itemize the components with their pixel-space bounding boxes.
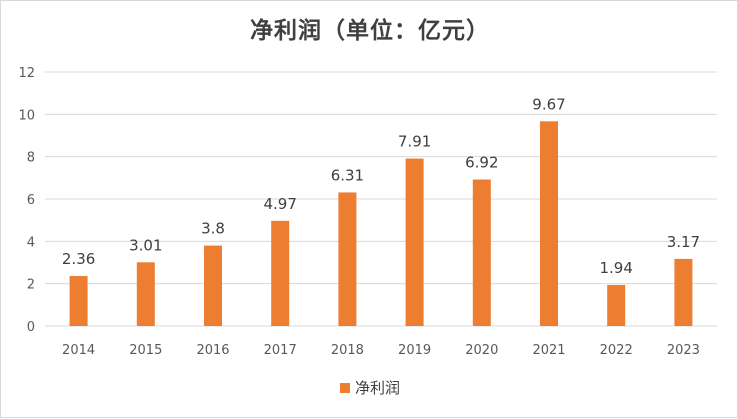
grid-lines [45, 71, 717, 327]
data-label-2022: 1.94 [599, 259, 632, 277]
x-tick-label-2019: 2019 [398, 343, 431, 358]
data-label-2020: 6.92 [465, 154, 498, 172]
legend-swatch [339, 382, 350, 393]
y-tick-label: 6 [27, 193, 35, 208]
y-tick-label: 4 [27, 235, 35, 250]
data-label-2014: 2.36 [62, 250, 95, 268]
y-tick-label: 0 [27, 320, 35, 335]
data-labels: 2.36 3.01 3.8 4.97 6.31 7.91 6.92 9.67 1.94 3.17 [62, 95, 700, 277]
y-tick-label: 8 [27, 151, 35, 166]
data-label-2019: 7.91 [398, 133, 431, 151]
x-tick-label-2014: 2014 [62, 343, 95, 358]
x-axis-ticks: 2014 2015 2016 2017 2018 2019 2020 2021 2022 2023 [62, 343, 700, 358]
chart-title: 净利润（单位：亿元） [250, 18, 490, 44]
data-label-2016: 3.8 [201, 220, 225, 238]
bar-2017 [271, 220, 290, 326]
x-tick-label-2020: 2020 [465, 343, 498, 358]
bar-2021 [540, 121, 558, 327]
bar-2023 [674, 258, 693, 326]
bar-2018 [338, 192, 357, 326]
legend-label: 净利润 [354, 379, 400, 397]
bar-2014 [69, 276, 88, 326]
bars [69, 121, 693, 327]
x-tick-label-2021: 2021 [532, 343, 565, 358]
y-tick-label: 2 [27, 278, 35, 293]
bar-2020 [472, 179, 491, 326]
x-tick-label-2022: 2022 [600, 343, 633, 358]
data-label-2021: 9.67 [532, 95, 565, 113]
bar-2016 [204, 245, 222, 326]
bar-2022 [607, 284, 626, 326]
y-axis-ticks: 0 2 4 6 8 10 12 [18, 66, 35, 335]
legend: 净利润 [1, 377, 738, 398]
x-tick-label-2016: 2016 [196, 343, 229, 358]
y-tick-label: 12 [18, 66, 35, 81]
x-tick-label-2023: 2023 [667, 343, 700, 358]
bar-2015 [136, 262, 155, 326]
data-label-2017: 4.97 [263, 195, 296, 213]
x-tick-label-2015: 2015 [129, 343, 162, 358]
x-tick-label-2017: 2017 [264, 343, 297, 358]
data-label-2018: 6.31 [331, 166, 364, 184]
bar-2019 [405, 158, 424, 326]
data-label-2023: 3.17 [667, 233, 700, 251]
data-label-2015: 3.01 [129, 236, 162, 254]
x-tick-label-2018: 2018 [331, 343, 364, 358]
y-tick-label: 10 [18, 108, 35, 123]
